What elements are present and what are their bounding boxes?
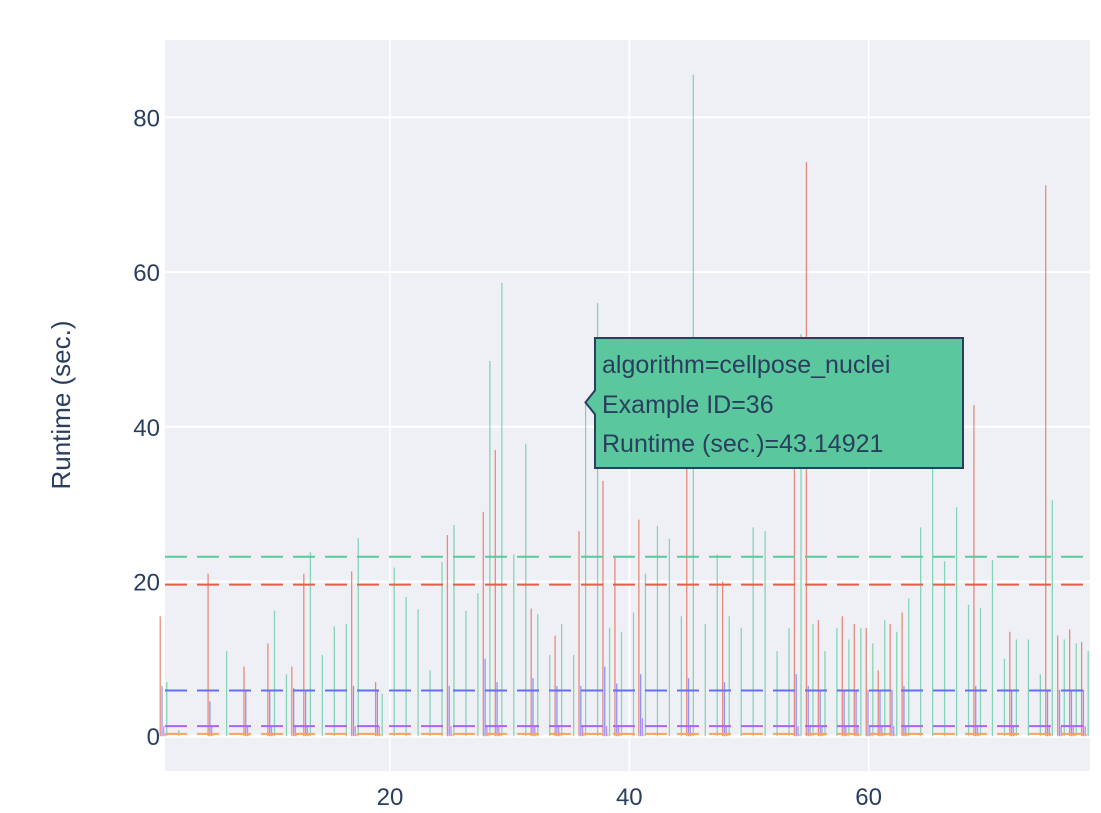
- y-tick-label: 80: [133, 105, 160, 132]
- y-tick-label: 20: [133, 569, 160, 596]
- y-axis-label: Runtime (sec.): [46, 320, 76, 489]
- x-tick-label: 40: [616, 784, 643, 811]
- tooltip-line-example-id: Example ID=36: [602, 391, 774, 419]
- tooltip-box: [584, 337, 964, 469]
- tooltip-line-runtime: Runtime (sec.)=43.14921: [602, 430, 883, 458]
- hover-tooltip: algorithm=cellpose_nuclei Example ID=36 …: [584, 337, 964, 469]
- x-axis: 20 40 60: [377, 784, 882, 811]
- y-tick-label: 40: [133, 415, 160, 442]
- mean-lines: [165, 555, 1090, 735]
- bars: [159, 74, 1089, 737]
- tooltip-line-algorithm: algorithm=cellpose_nuclei: [602, 351, 890, 379]
- x-tick-label: 60: [855, 784, 882, 811]
- y-tick-label: 60: [133, 260, 160, 287]
- y-axis: 0 20 40 60 80: [133, 105, 160, 751]
- x-tick-label: 20: [377, 784, 404, 811]
- y-tick-label: 0: [147, 724, 160, 751]
